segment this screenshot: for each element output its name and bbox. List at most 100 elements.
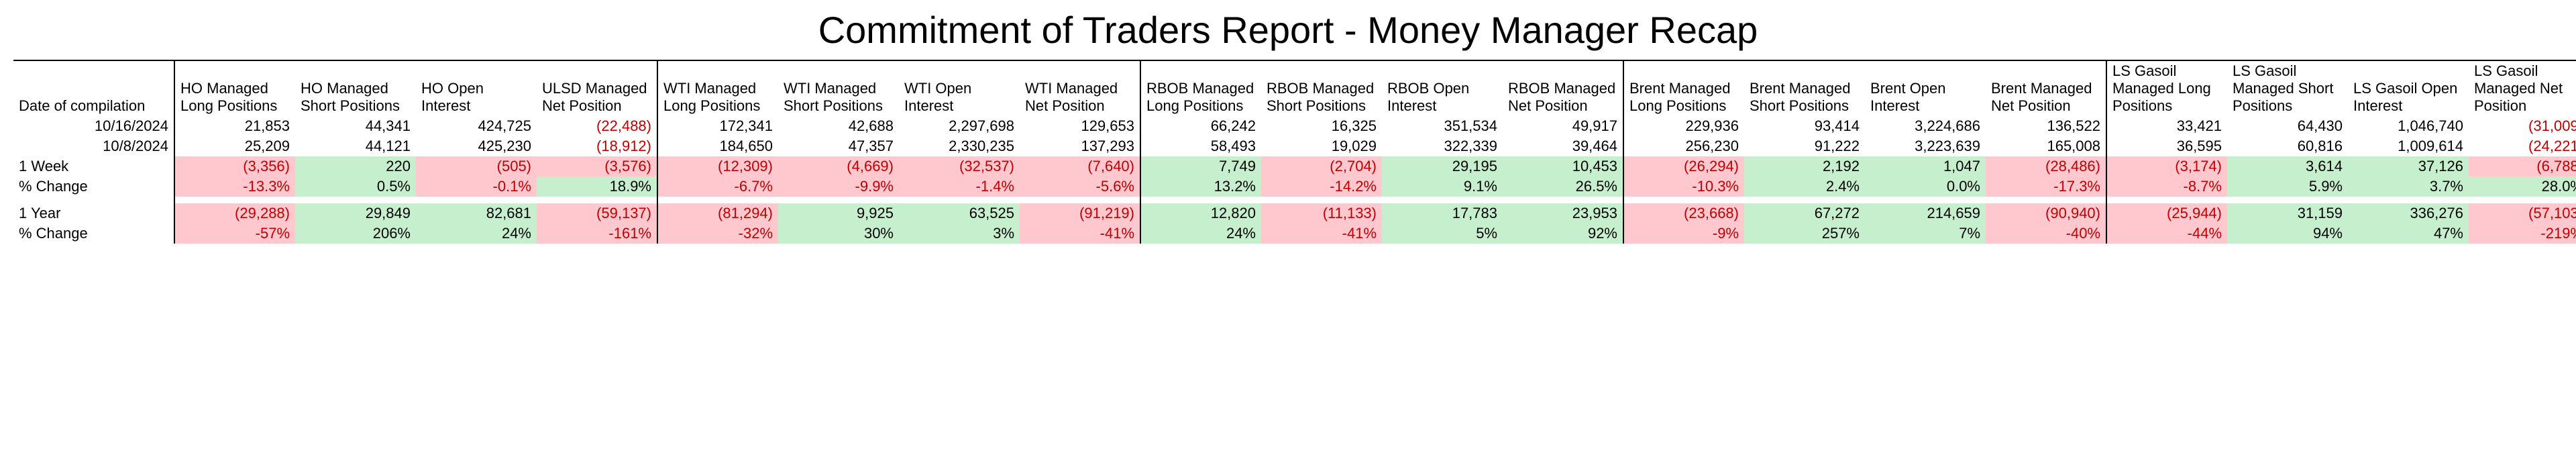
- col-header-HO-short: HO Managed Short Positions: [295, 60, 416, 116]
- date-row-0-Brent-net: 136,522: [1986, 116, 2106, 136]
- delta-pct-0-HO-net: 18.9%: [537, 176, 657, 197]
- date-of-compilation-header: Date of compilation: [13, 60, 174, 116]
- delta-abs-0-RBOB-long: 7,749: [1140, 156, 1261, 176]
- date-row-0-WTI-net: 129,653: [1020, 116, 1140, 136]
- delta-abs-0-label: 1 Week: [13, 156, 174, 176]
- delta-abs-0: 1 Week(3,356)220(505)(3,576)(12,309)(4,6…: [13, 156, 2576, 176]
- delta-pct-1-label: % Change: [13, 223, 174, 244]
- delta-pct-1-RBOB-oi: 5%: [1382, 223, 1503, 244]
- delta-abs-1-HO-oi: 82,681: [416, 203, 537, 223]
- col-header-LSGasoil-oi: LS Gasoil Open Interest: [2348, 60, 2469, 116]
- col-header-WTI-short: WTI Managed Short Positions: [778, 60, 899, 116]
- page-title: Commitment of Traders Report - Money Man…: [13, 8, 2563, 52]
- date-row-0-WTI-oi: 2,297,698: [899, 116, 1020, 136]
- delta-abs-1-RBOB-short: (11,133): [1261, 203, 1382, 223]
- date-row-1-Brent-oi: 3,223,639: [1865, 136, 1986, 156]
- date-row-1-WTI-net: 137,293: [1020, 136, 1140, 156]
- date-row-0-HO-oi: 424,725: [416, 116, 537, 136]
- date-row-0-WTI-long: 172,341: [657, 116, 778, 136]
- col-header-RBOB-oi: RBOB Open Interest: [1382, 60, 1503, 116]
- col-header-HO-oi: HO Open Interest: [416, 60, 537, 116]
- delta-pct-0-Brent-oi: 0.0%: [1865, 176, 1986, 197]
- delta-abs-1-LSGasoil-net: (57,103): [2469, 203, 2576, 223]
- col-header-RBOB-short: RBOB Managed Short Positions: [1261, 60, 1382, 116]
- delta-pct-0-WTI-net: -5.6%: [1020, 176, 1140, 197]
- delta-pct-0-HO-long: -13.3%: [174, 176, 295, 197]
- date-row-1-HO-long: 25,209: [174, 136, 295, 156]
- delta-pct-1-WTI-oi: 3%: [899, 223, 1020, 244]
- date-row-0-WTI-short: 42,688: [778, 116, 899, 136]
- delta-abs-1-LSGasoil-long: (25,944): [2106, 203, 2227, 223]
- delta-abs-1: 1 Year(29,288)29,84982,681(59,137)(81,29…: [13, 203, 2576, 223]
- date-row-1: 10/8/202425,20944,121425,230(18,912)184,…: [13, 136, 2576, 156]
- col-header-RBOB-long: RBOB Managed Long Positions: [1140, 60, 1261, 116]
- date-row-1-HO-short: 44,121: [295, 136, 416, 156]
- col-header-WTI-net: WTI Managed Net Position: [1020, 60, 1140, 116]
- col-header-HO-long: HO Managed Long Positions: [174, 60, 295, 116]
- date-row-0-LSGasoil-net: (31,009): [2469, 116, 2576, 136]
- delta-abs-0-Brent-short: 2,192: [1744, 156, 1865, 176]
- date-row-0-Brent-long: 229,936: [1623, 116, 1744, 136]
- delta-pct-0-label: % Change: [13, 176, 174, 197]
- delta-abs-0-Brent-long: (26,294): [1623, 156, 1744, 176]
- delta-pct-1-HO-oi: 24%: [416, 223, 537, 244]
- date-row-1-Brent-long: 256,230: [1623, 136, 1744, 156]
- cot-table: Date of compilationHO Managed Long Posit…: [13, 60, 2576, 244]
- delta-abs-0-RBOB-short: (2,704): [1261, 156, 1382, 176]
- delta-pct-1-LSGasoil-net: -219%: [2469, 223, 2576, 244]
- delta-abs-1-RBOB-oi: 17,783: [1382, 203, 1503, 223]
- delta-pct-0-HO-short: 0.5%: [295, 176, 416, 197]
- delta-pct-0-WTI-oi: -1.4%: [899, 176, 1020, 197]
- col-header-LSGasoil-short: LS Gasoil Managed Short Positions: [2227, 60, 2348, 116]
- date-row-1-Brent-short: 91,222: [1744, 136, 1865, 156]
- delta-abs-0-LSGasoil-oi: 37,126: [2348, 156, 2469, 176]
- date-row-1-LSGasoil-net: (24,221): [2469, 136, 2576, 156]
- date-row-1-RBOB-net: 39,464: [1503, 136, 1623, 156]
- delta-pct-1-LSGasoil-long: -44%: [2106, 223, 2227, 244]
- delta-pct-0-RBOB-net: 26.5%: [1503, 176, 1623, 197]
- delta-abs-0-HO-net: (3,576): [537, 156, 657, 176]
- date-row-0-label: 10/16/2024: [13, 116, 174, 136]
- col-header-LSGasoil-long: LS Gasoil Managed Long Positions: [2106, 60, 2227, 116]
- delta-abs-0-LSGasoil-net: (6,788): [2469, 156, 2576, 176]
- delta-pct-1-WTI-net: -41%: [1020, 223, 1140, 244]
- delta-abs-1-HO-long: (29,288): [174, 203, 295, 223]
- delta-abs-1-RBOB-net: 23,953: [1503, 203, 1623, 223]
- delta-pct-0-Brent-short: 2.4%: [1744, 176, 1865, 197]
- col-header-WTI-long: WTI Managed Long Positions: [657, 60, 778, 116]
- col-header-Brent-short: Brent Managed Short Positions: [1744, 60, 1865, 116]
- delta-pct-0-LSGasoil-short: 5.9%: [2227, 176, 2348, 197]
- delta-abs-0-HO-long: (3,356): [174, 156, 295, 176]
- date-row-1-LSGasoil-oi: 1,009,614: [2348, 136, 2469, 156]
- col-header-WTI-oi: WTI Open Interest: [899, 60, 1020, 116]
- date-row-0-RBOB-long: 66,242: [1140, 116, 1261, 136]
- delta-abs-1-Brent-oi: 214,659: [1865, 203, 1986, 223]
- delta-pct-0-RBOB-short: -14.2%: [1261, 176, 1382, 197]
- delta-pct-1-Brent-oi: 7%: [1865, 223, 1986, 244]
- date-row-0-LSGasoil-oi: 1,046,740: [2348, 116, 2469, 136]
- delta-abs-1-WTI-long: (81,294): [657, 203, 778, 223]
- date-row-0-HO-short: 44,341: [295, 116, 416, 136]
- delta-pct-0-LSGasoil-oi: 3.7%: [2348, 176, 2469, 197]
- delta-abs-0-HO-oi: (505): [416, 156, 537, 176]
- col-header-Brent-net: Brent Managed Net Position: [1986, 60, 2106, 116]
- delta-pct-0: % Change-13.3%0.5%-0.1%18.9%-6.7%-9.9%-1…: [13, 176, 2576, 197]
- date-row-0-HO-net: (22,488): [537, 116, 657, 136]
- date-row-0-LSGasoil-short: 64,430: [2227, 116, 2348, 136]
- delta-abs-1-WTI-net: (91,219): [1020, 203, 1140, 223]
- delta-pct-1-WTI-long: -32%: [657, 223, 778, 244]
- delta-abs-1-Brent-short: 67,272: [1744, 203, 1865, 223]
- delta-abs-0-Brent-net: (28,486): [1986, 156, 2106, 176]
- delta-abs-1-LSGasoil-oi: 336,276: [2348, 203, 2469, 223]
- delta-abs-1-WTI-short: 9,925: [778, 203, 899, 223]
- delta-abs-0-LSGasoil-short: 3,614: [2227, 156, 2348, 176]
- col-header-HO-net: ULSD Managed Net Position: [537, 60, 657, 116]
- date-row-0-Brent-short: 93,414: [1744, 116, 1865, 136]
- date-row-1-label: 10/8/2024: [13, 136, 174, 156]
- date-row-1-RBOB-oi: 322,339: [1382, 136, 1503, 156]
- date-row-0-HO-long: 21,853: [174, 116, 295, 136]
- delta-abs-0-WTI-net: (7,640): [1020, 156, 1140, 176]
- delta-abs-0-RBOB-net: 10,453: [1503, 156, 1623, 176]
- delta-pct-1-RBOB-net: 92%: [1503, 223, 1623, 244]
- date-row-0-RBOB-net: 49,917: [1503, 116, 1623, 136]
